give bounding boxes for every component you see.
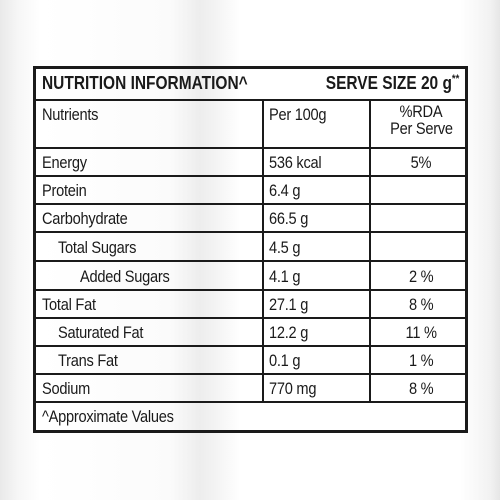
nutrient-name: Protein [42,181,87,200]
nutrient-rda [371,177,471,203]
nutrient-rda: 2 % [408,267,434,286]
serve-size-text: SERVE SIZE 20 g [325,73,452,93]
column-header-row: Nutrients Per 100g %RDA Per Serve [36,101,465,149]
table-row: Total Sugars 4.5 g [36,233,465,262]
nutrient-per100: 27.1 g [269,295,309,314]
serve-size-mark: ** [451,73,459,85]
serve-size: SERVE SIZE 20 g** [325,73,459,94]
column-divider [262,101,264,403]
nutrient-name: Carbohydrate [42,209,128,228]
column-divider [369,101,371,403]
column-nutrients: Nutrients [42,105,99,124]
table-row: Energy 536 kcal 5% [36,149,465,177]
table-row: Carbohydrate 66.5 g [36,205,465,233]
header-row: NUTRITION INFORMATION^ SERVE SIZE 20 g** [36,69,465,101]
column-per100: Per 100g [269,105,327,124]
nutrient-per100: 4.1 g [269,267,301,286]
table-row: Added Sugars 4.1 g 2 % [36,262,465,291]
nutrient-rda: 11 % [405,323,437,342]
nutrient-per100: 66.5 g [269,209,309,228]
nutrient-per100: 6.4 g [269,181,301,200]
table-row: Trans Fat 0.1 g 1 % [36,347,465,375]
nutrient-name: Sodium [42,379,91,398]
nutrient-rda: 1 % [408,351,434,370]
table-row: Protein 6.4 g [36,177,465,205]
nutrient-rda: 8 % [408,295,434,314]
footnote-row: ^Approximate Values [36,403,465,433]
nutrient-name: Saturated Fat [58,323,144,342]
nutrient-name: Energy [42,153,87,172]
nutrient-per100: 12.2 g [269,323,309,342]
nutrient-rda [371,205,471,231]
nutrient-per100: 536 kcal [269,153,322,172]
nutrition-title: NUTRITION INFORMATION^ [42,73,248,93]
nutrient-per100: 0.1 g [269,351,301,370]
nutrient-rda: 8 % [408,379,434,398]
column-rda: %RDA Per Serve [371,103,471,137]
nutrition-label: NUTRITION INFORMATION^ SERVE SIZE 20 g**… [33,66,468,433]
nutrient-rda: 5% [410,153,432,172]
table-row: Saturated Fat 12.2 g 11 % [36,319,465,347]
column-rda-line2: Per Serve [389,119,453,138]
footnote: ^Approximate Values [42,407,174,426]
table-row: Total Fat 27.1 g 8 % [36,291,465,319]
table-row: Sodium 770 mg 8 % [36,375,465,403]
nutrient-per100: 770 mg [269,379,317,398]
nutrient-name: Total Sugars [58,238,137,257]
nutrient-name: Added Sugars [80,267,170,286]
nutrient-name: Total Fat [42,295,96,314]
nutrient-name: Trans Fat [58,351,118,370]
nutrient-per100: 4.5 g [269,238,301,257]
nutrient-rda [371,233,471,260]
column-rda-line1: %RDA [399,102,443,121]
